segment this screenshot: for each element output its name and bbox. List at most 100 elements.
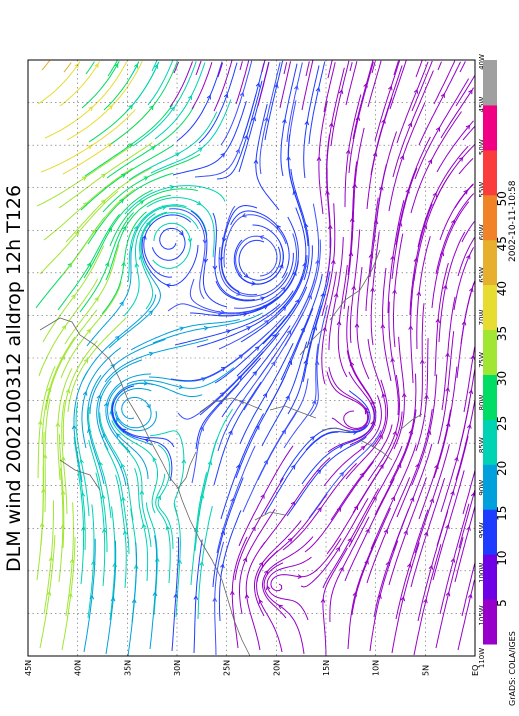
streamline-arrow bbox=[330, 259, 336, 265]
streamline bbox=[367, 60, 382, 108]
streamline bbox=[435, 193, 475, 275]
streamline-arrow bbox=[392, 430, 398, 436]
streamline-arrow bbox=[423, 531, 429, 537]
streamline-arrow bbox=[364, 559, 369, 565]
streamline bbox=[431, 201, 470, 309]
streamline-arrow bbox=[445, 352, 450, 358]
streamline-arrow bbox=[388, 85, 393, 91]
streamline-arrow bbox=[251, 116, 257, 122]
streamline-arrow bbox=[345, 149, 351, 155]
streamline-arrow bbox=[258, 599, 263, 604]
streamline-arrow bbox=[303, 222, 309, 228]
streamline bbox=[436, 120, 474, 173]
streamline-arrow bbox=[243, 273, 249, 278]
streamline-arrow bbox=[397, 221, 403, 227]
streamline-arrow bbox=[427, 158, 433, 164]
longitude-labels: 110W 105W 100W 95W 90W 85W 80W 75W 70W 65W 60W 55W 5… bbox=[478, 54, 486, 668]
streamline bbox=[95, 472, 106, 587]
colorbar-segment bbox=[483, 194, 497, 241]
streamline bbox=[366, 97, 393, 210]
streamline bbox=[277, 207, 307, 313]
streamline-arrow bbox=[101, 528, 107, 533]
streamline-arrow bbox=[348, 251, 354, 257]
streamline-arrow bbox=[381, 392, 386, 398]
streamline bbox=[437, 61, 442, 71]
streamline-arrow bbox=[335, 546, 341, 552]
streamline-arrow bbox=[364, 409, 370, 415]
streamline bbox=[195, 60, 202, 76]
streamline bbox=[217, 62, 223, 78]
streamline-arrow bbox=[235, 148, 240, 154]
streamline-arrow bbox=[86, 328, 92, 334]
streamline bbox=[344, 94, 362, 207]
streamline-arrow bbox=[349, 361, 355, 367]
streamline-arrow bbox=[165, 283, 171, 288]
streamline bbox=[433, 60, 456, 105]
streamline-arrow bbox=[82, 390, 88, 396]
streamline-arrow bbox=[46, 590, 52, 596]
streamline-arrow bbox=[98, 461, 103, 467]
streamline bbox=[418, 409, 452, 520]
lat-label: EQ bbox=[471, 665, 480, 676]
coastline-segment bbox=[39, 317, 251, 657]
streamline-arrow bbox=[424, 394, 429, 400]
streamline bbox=[462, 470, 476, 515]
streamline-arrow bbox=[96, 394, 102, 400]
streamline-arrow bbox=[229, 590, 235, 596]
streamline-arrow bbox=[467, 423, 472, 429]
colorbar-segment bbox=[483, 509, 497, 555]
streamline-arrow bbox=[107, 227, 112, 233]
streamline-arrow bbox=[153, 63, 159, 69]
streamline bbox=[125, 61, 160, 113]
streamline bbox=[389, 373, 417, 484]
streamline-arrow bbox=[450, 557, 456, 563]
streamline bbox=[41, 336, 76, 445]
colorbar-segment bbox=[483, 464, 497, 510]
coastline-segment bbox=[199, 397, 263, 413]
streamline-arrow bbox=[379, 463, 384, 469]
streamline-arrow bbox=[292, 270, 297, 276]
streamline-arrow bbox=[413, 88, 419, 94]
colorbar-segment bbox=[483, 374, 497, 420]
streamline-arrow bbox=[203, 258, 209, 264]
streamline bbox=[107, 60, 118, 77]
streamline-arrow bbox=[121, 496, 126, 502]
streamline-arrow bbox=[316, 156, 322, 162]
streamline-arrow bbox=[297, 574, 303, 579]
streamline-arrow bbox=[285, 394, 290, 400]
streamline-arrow bbox=[144, 438, 150, 443]
streamline-arrow bbox=[312, 325, 318, 331]
streamline bbox=[118, 440, 152, 548]
streamline-arrow bbox=[220, 530, 226, 536]
streamline bbox=[456, 280, 476, 379]
streamline bbox=[462, 126, 476, 141]
streamline-arrow bbox=[405, 188, 410, 194]
streamline-arrow bbox=[419, 359, 425, 364]
streamline bbox=[62, 105, 154, 175]
streamline-arrow bbox=[199, 561, 204, 567]
streamline bbox=[84, 104, 174, 177]
streamline-arrow bbox=[408, 325, 414, 330]
colorbar-tick-label: 25 bbox=[495, 416, 509, 431]
streamline bbox=[150, 99, 232, 174]
streamline bbox=[197, 505, 213, 620]
streamline-arrow bbox=[133, 225, 138, 231]
streamline-arrow bbox=[390, 496, 396, 502]
streamline bbox=[437, 331, 455, 445]
streamline bbox=[196, 290, 294, 348]
streamline-arrow bbox=[314, 360, 320, 366]
coastlines bbox=[39, 249, 423, 657]
streamline-arrow bbox=[377, 593, 382, 600]
streamline bbox=[279, 61, 292, 109]
colorbar-segment bbox=[483, 149, 497, 196]
streamline-arrow bbox=[242, 557, 248, 563]
streamline-arrow bbox=[435, 318, 441, 323]
streamline-arrow bbox=[454, 456, 459, 462]
streamline bbox=[81, 61, 120, 109]
streamline-arrow bbox=[351, 285, 356, 291]
streamline bbox=[303, 65, 320, 179]
streamline bbox=[154, 62, 206, 140]
streamline bbox=[459, 61, 466, 73]
streamline bbox=[198, 62, 238, 144]
streamline bbox=[458, 489, 476, 549]
